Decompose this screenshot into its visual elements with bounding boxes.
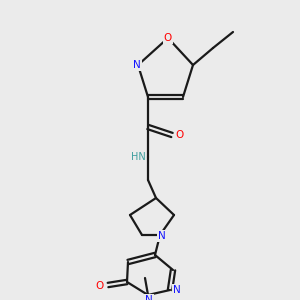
Text: N: N xyxy=(173,285,181,295)
Text: O: O xyxy=(96,281,104,291)
Text: N: N xyxy=(133,60,141,70)
Text: N: N xyxy=(145,295,153,300)
Text: O: O xyxy=(176,130,184,140)
Text: N: N xyxy=(158,231,166,241)
Text: HN: HN xyxy=(130,152,146,162)
Text: O: O xyxy=(164,33,172,43)
